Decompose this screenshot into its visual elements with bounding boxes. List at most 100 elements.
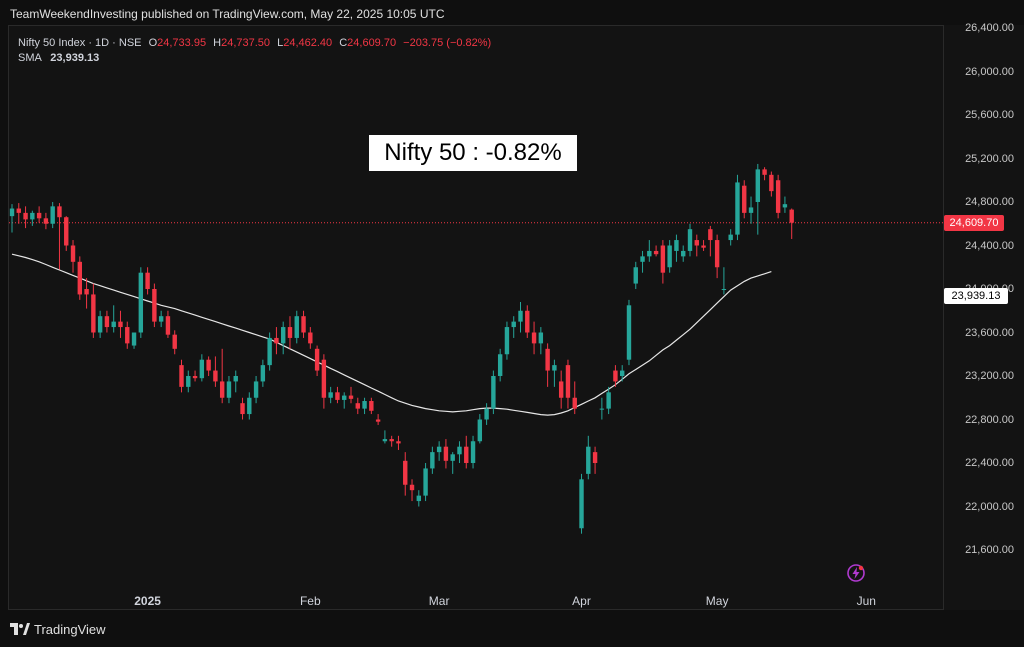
candle: [396, 435, 401, 450]
low-key: L: [277, 37, 284, 49]
candle-body: [138, 272, 144, 333]
x-tick-label: Feb: [299, 594, 321, 608]
candle-body: [158, 316, 164, 322]
sma-label[interactable]: SMA: [18, 52, 42, 64]
candle: [708, 225, 713, 257]
candle: [247, 392, 252, 420]
candle-body: [647, 250, 652, 257]
y-tick-label: 23,600.00: [965, 326, 1014, 339]
candle-body: [57, 206, 62, 218]
candle: [640, 250, 645, 273]
candle-body: [382, 439, 388, 442]
candle-body: [145, 272, 150, 289]
candle: [620, 365, 625, 382]
candle: [511, 316, 516, 338]
candle-body: [409, 484, 415, 491]
open-key: O: [148, 37, 158, 49]
tradingview-logo-icon[interactable]: [10, 623, 30, 638]
price-axis[interactable]: 21,600.00 22,000.00 22,400.00 22,800.00 23,2…: [944, 22, 1024, 610]
candle-body: [186, 376, 191, 387]
candle-body: [477, 419, 483, 442]
candle: [586, 435, 591, 480]
candle-body: [748, 207, 754, 213]
candle: [321, 354, 327, 409]
candle-body: [620, 370, 625, 376]
candle-body: [375, 419, 381, 422]
candle-body: [742, 185, 747, 213]
candle-body: [782, 204, 788, 208]
candle-body: [369, 401, 374, 411]
candle: [219, 348, 225, 404]
candle-body: [728, 234, 733, 241]
candle: [457, 441, 462, 463]
candle: [409, 479, 415, 502]
candle: [91, 283, 96, 338]
candle-body: [653, 250, 659, 255]
candle-body: [16, 208, 21, 213]
candle-body: [199, 359, 205, 379]
candle: [389, 435, 394, 447]
candle-body: [260, 365, 266, 382]
flash-icon[interactable]: [846, 563, 866, 583]
candle: [16, 203, 21, 224]
candle-body: [165, 316, 171, 335]
candle-body: [335, 392, 340, 400]
candle: [145, 267, 150, 295]
candle: [342, 392, 347, 409]
candle: [545, 343, 550, 387]
candle: [572, 381, 577, 415]
last-price-tag: 24,609.70: [944, 214, 1004, 231]
candle-body: [97, 316, 103, 333]
candle-body: [552, 365, 557, 371]
candle-body: [77, 261, 82, 295]
candle-body: [579, 479, 584, 529]
candle: [213, 356, 218, 387]
candle: [206, 356, 211, 376]
symbol-label[interactable]: Nifty 50 Index · 1D · NSE: [18, 37, 142, 49]
brand-label[interactable]: TradingView: [34, 622, 106, 637]
candle: [633, 261, 638, 289]
candle: [328, 386, 333, 404]
candle: [667, 240, 672, 273]
candle: [647, 240, 652, 262]
candle: [721, 267, 727, 295]
x-tick-label: Jun: [856, 594, 876, 608]
candle: [165, 310, 171, 338]
candle-body: [172, 334, 177, 349]
candle: [748, 196, 754, 224]
y-tick-label: 23,200.00: [965, 370, 1014, 382]
candle-body: [179, 365, 184, 387]
candle: [464, 435, 469, 469]
candle: [314, 345, 320, 376]
candle-body: [436, 446, 442, 453]
candle: [592, 446, 598, 474]
candle-body: [518, 310, 523, 322]
candle-body: [565, 365, 571, 398]
open-value: 24,733.95: [157, 37, 207, 49]
candle: [694, 234, 699, 257]
candle: [518, 302, 523, 333]
y-tick-label: 25,200.00: [965, 152, 1014, 165]
candle-body: [213, 370, 218, 382]
candle-body: [674, 240, 679, 251]
y-tick-label: 26,400.00: [965, 22, 1014, 34]
candle-body: [430, 452, 435, 469]
candle-body: [70, 245, 76, 262]
x-tick-label: 2025: [134, 594, 161, 608]
x-tick-label: Mar: [428, 594, 450, 608]
candle-body: [274, 337, 279, 344]
candle-body: [226, 381, 232, 398]
y-tick-label: 25,600.00: [965, 109, 1014, 121]
plot-area[interactable]: [8, 25, 944, 610]
legend: Nifty 50 Index · 1D · NSE O24,733.95 H24…: [18, 36, 491, 66]
chart-annotation[interactable]: Nifty 50 : -0.82%: [369, 135, 577, 171]
x-tick-label: Apr: [572, 594, 591, 608]
candle-body: [511, 321, 516, 328]
candle-body: [775, 180, 781, 213]
candle: [755, 163, 760, 235]
candle-body: [91, 294, 96, 333]
candle: [552, 359, 557, 387]
candle: [443, 439, 449, 469]
candle: [335, 386, 340, 404]
